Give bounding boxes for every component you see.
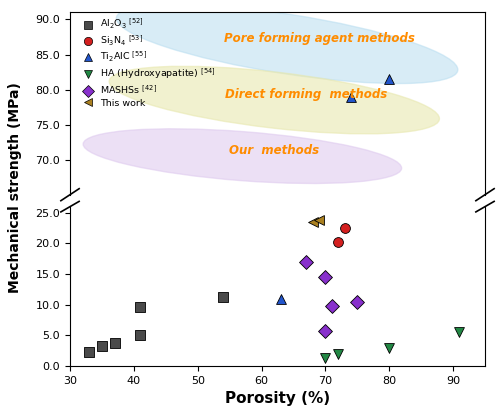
Point <box>347 93 355 100</box>
Point <box>110 340 118 347</box>
Text: Our  methods: Our methods <box>229 144 320 157</box>
Point <box>322 274 330 280</box>
Point <box>315 217 323 223</box>
Ellipse shape <box>116 5 458 84</box>
Point <box>219 294 227 301</box>
Point <box>385 76 393 82</box>
Text: Direct forming  methods: Direct forming methods <box>225 88 388 101</box>
Point <box>302 258 310 265</box>
Point <box>276 295 284 302</box>
Text: Mechanical strength (MPa): Mechanical strength (MPa) <box>8 82 22 292</box>
Point <box>340 225 348 231</box>
Point <box>334 239 342 245</box>
Point <box>456 329 464 336</box>
Point <box>334 351 342 358</box>
Point <box>322 327 330 334</box>
Point <box>354 298 362 305</box>
Point <box>85 349 93 355</box>
Legend: Al$_2$O$_3$ $^{[52]}$, Si$_3$N$_4$ $^{[53]}$, Ti$_2$AlC $^{[55]}$, HA (Hydroxyap: Al$_2$O$_3$ $^{[52]}$, Si$_3$N$_4$ $^{[5… <box>74 14 220 111</box>
Point <box>98 343 106 350</box>
Ellipse shape <box>109 66 440 134</box>
Point <box>308 219 316 225</box>
Point <box>322 355 330 362</box>
Point <box>328 303 336 310</box>
Point <box>136 332 144 339</box>
Point <box>136 303 144 310</box>
X-axis label: Porosity (%): Porosity (%) <box>225 391 330 406</box>
Point <box>385 344 393 351</box>
Text: Pore forming agent methods: Pore forming agent methods <box>224 32 414 45</box>
Ellipse shape <box>83 129 402 183</box>
